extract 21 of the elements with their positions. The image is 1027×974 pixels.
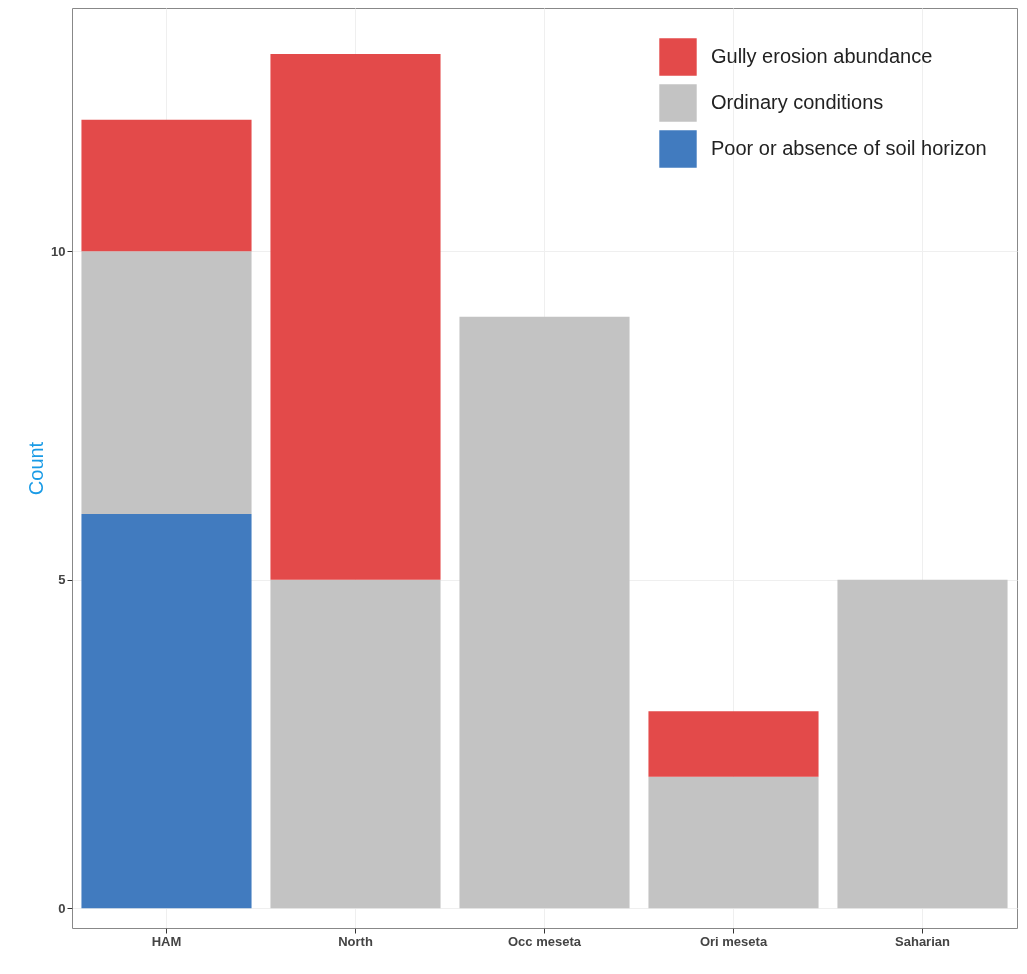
bar	[270, 579, 441, 909]
bar	[648, 711, 819, 777]
bar	[81, 251, 252, 514]
bar	[81, 119, 252, 252]
bar	[270, 54, 441, 580]
x-tick-label: Occ meseta	[508, 933, 582, 949]
bar	[837, 579, 1008, 909]
bar	[459, 316, 630, 909]
x-tick-label: North	[338, 933, 373, 949]
y-axis-title: Count	[25, 441, 48, 496]
bar	[81, 514, 252, 909]
legend-label: Ordinary conditions	[711, 91, 884, 113]
x-tick-label: HAM	[151, 933, 182, 949]
y-tick-label: 10	[51, 243, 66, 259]
legend-label: Poor or absence of soil horizon	[711, 137, 987, 159]
legend-label: Gully erosion abundance	[711, 45, 933, 67]
bar	[648, 776, 819, 909]
y-tick-label: 0	[58, 900, 66, 916]
x-tick-label: Ori meseta	[699, 933, 768, 949]
x-tick-label: Saharian	[895, 933, 951, 949]
y-tick-label: 5	[58, 572, 66, 588]
